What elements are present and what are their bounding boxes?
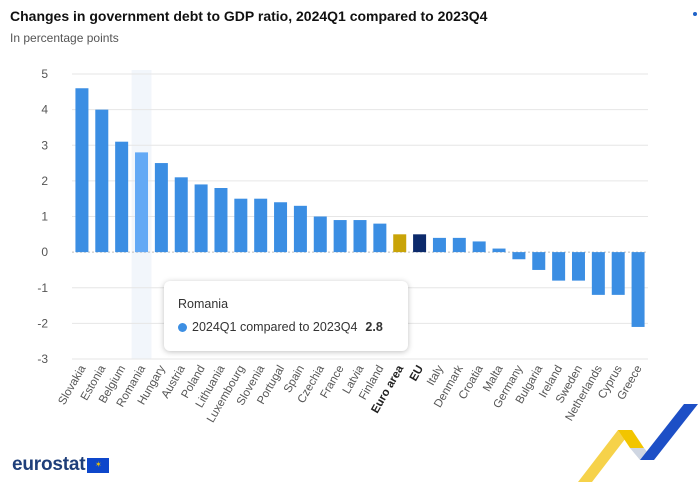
bar-croatia[interactable]	[472, 241, 486, 253]
chart-title: Changes in government debt to GDP ratio,…	[10, 8, 488, 24]
bar-poland[interactable]	[194, 184, 208, 253]
x-tick-label: EU	[408, 364, 426, 384]
bar-malta[interactable]	[492, 248, 506, 253]
y-tick-label: 2	[41, 174, 48, 188]
eurostat-logo: eurostat ✶	[12, 454, 110, 476]
chart-menu-icon[interactable]	[693, 12, 697, 16]
tooltip-series-dot-icon	[178, 322, 187, 332]
y-tick-label: -2	[37, 316, 48, 330]
bar-portugal[interactable]	[274, 202, 288, 253]
bar-ireland[interactable]	[552, 252, 566, 281]
bar-estonia[interactable]	[95, 109, 109, 253]
bar-austria[interactable]	[174, 177, 188, 253]
tooltip-row: 2024Q1 compared to 2023Q4 2.8	[178, 320, 394, 334]
bar-luxembourg[interactable]	[234, 198, 248, 253]
logo-text: eurostat	[12, 454, 86, 475]
bar-denmark[interactable]	[452, 237, 466, 253]
bar-hungary[interactable]	[154, 163, 168, 253]
bar-finland[interactable]	[373, 223, 387, 253]
tooltip-country: Romania	[178, 297, 229, 311]
bar-cyprus[interactable]	[611, 252, 625, 295]
tooltip-series-label: 2024Q1 compared to 2023Q4	[192, 320, 358, 334]
y-tick-label: 3	[41, 138, 48, 152]
eu-flag-icon: ✶	[87, 457, 110, 473]
chart-subtitle: In percentage points	[10, 31, 119, 45]
bar-latvia[interactable]	[353, 220, 367, 253]
y-tick-label: 5	[41, 67, 48, 81]
bar-bulgaria[interactable]	[532, 252, 546, 270]
y-tick-label: 0	[41, 245, 48, 259]
y-tick-label: -1	[37, 281, 48, 295]
bar-lithuania[interactable]	[214, 188, 228, 253]
bar-netherlands[interactable]	[591, 252, 605, 295]
y-tick-label: 4	[41, 103, 48, 117]
bar-france[interactable]	[333, 220, 347, 253]
bar-eu[interactable]	[413, 234, 427, 253]
tooltip-value: 2.8	[365, 320, 383, 334]
bar-sweden[interactable]	[571, 252, 585, 281]
y-tick-label: 1	[41, 210, 48, 224]
bar-greece[interactable]	[631, 252, 645, 327]
bar-czechia[interactable]	[313, 216, 327, 253]
bar-germany[interactable]	[512, 252, 526, 260]
bar-belgium[interactable]	[115, 141, 129, 253]
bar-italy[interactable]	[432, 237, 446, 253]
decorative-ribbon-icon	[578, 404, 698, 482]
bar-euro-area[interactable]	[393, 234, 407, 253]
y-tick-label: -3	[37, 352, 48, 366]
bar-romania[interactable]	[135, 152, 149, 253]
chart-tooltip: Romania 2024Q1 compared to 2023Q4 2.8	[164, 281, 408, 351]
bar-slovenia[interactable]	[254, 198, 268, 253]
bar-spain[interactable]	[293, 205, 307, 253]
bar-slovakia[interactable]	[75, 88, 89, 253]
